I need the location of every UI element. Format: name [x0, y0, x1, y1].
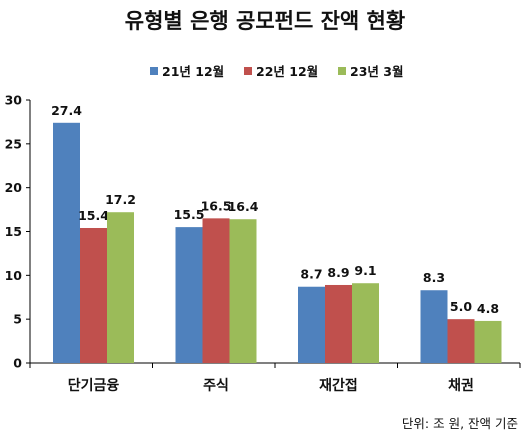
- legend-swatch: [338, 67, 346, 75]
- y-tick-label: 15: [5, 224, 22, 239]
- bar: [202, 218, 230, 363]
- x-category-label: 단기금융: [68, 377, 120, 394]
- x-category-label: 주식: [203, 378, 229, 394]
- y-tick-label: 25: [5, 136, 22, 151]
- bar: [80, 227, 107, 363]
- data-label: 4.8: [477, 301, 499, 316]
- data-label: 16.5: [201, 198, 232, 213]
- bar: [229, 219, 257, 363]
- legend-label: 21년 12월: [162, 64, 224, 79]
- plot-area: 0 5 10 15 20 25 30 27.4 15.417.2 단기금융 15.516.516.4…: [5, 93, 521, 394]
- data-label: 9.1: [354, 263, 376, 278]
- y-tick-label: 20: [5, 180, 23, 195]
- legend-swatch: [150, 67, 158, 75]
- data-label: 15.5: [174, 207, 205, 222]
- unit-footnote: 단위: 조 원, 잔액 기준: [402, 416, 518, 431]
- legend-label: 22년 12월: [256, 64, 318, 79]
- bar: [53, 122, 80, 363]
- bar: [298, 286, 325, 363]
- data-label: 17.2: [105, 192, 136, 207]
- bar: [107, 212, 134, 363]
- bar: [420, 290, 448, 363]
- bar: [325, 284, 352, 363]
- data-label: 27.4: [51, 103, 82, 118]
- data-label: 8.3: [423, 270, 445, 285]
- x-category-label: 채권: [448, 378, 474, 394]
- data-label: 16.4: [228, 199, 259, 214]
- bar: [175, 227, 203, 363]
- bar: [474, 320, 502, 363]
- legend: 21년 12월 22년 12월 23년 3월: [150, 64, 403, 79]
- data-label: 8.7: [300, 267, 322, 282]
- y-tick-label: 0: [13, 356, 22, 371]
- bar: [352, 283, 379, 363]
- y-tick-label: 10: [5, 268, 23, 283]
- bar: [447, 319, 475, 363]
- data-label: 5.0: [450, 299, 472, 314]
- y-tick-label: 30: [5, 93, 23, 108]
- legend-swatch: [244, 67, 252, 75]
- data-label: 15.4: [78, 208, 109, 223]
- data-label: 8.9: [327, 265, 349, 280]
- x-category-label: 재간접: [319, 377, 358, 394]
- chart-title: 유형별 은행 공모펀드 잔액 현황: [125, 9, 405, 33]
- legend-label: 23년 3월: [350, 64, 403, 79]
- y-tick-label: 5: [13, 312, 22, 327]
